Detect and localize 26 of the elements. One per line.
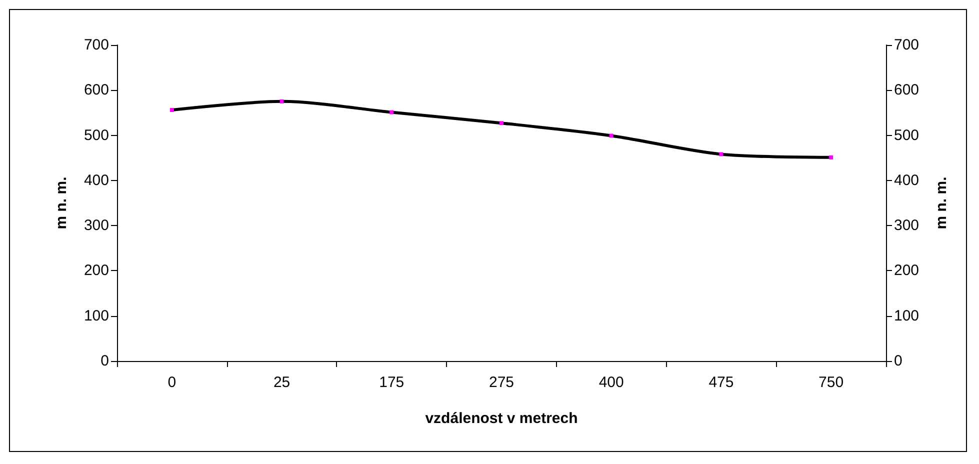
y-tick-label: 0	[100, 352, 109, 370]
y2-tick-label: 0	[894, 352, 902, 370]
y-tick-label: 300	[84, 217, 109, 234]
y-tick-label: 400	[84, 172, 109, 189]
y2-tick-label: 500	[894, 126, 920, 144]
y-tick-label: 700	[84, 36, 109, 54]
y2-tick-label: 700	[894, 36, 920, 54]
y-tick-label: 100	[84, 307, 109, 324]
y-tick-label: 200	[84, 262, 109, 280]
y2-tick-label: 600	[894, 82, 920, 99]
x-tick-label: 25	[273, 374, 290, 391]
x-axis-title: vzdálenost v metrech	[425, 410, 578, 427]
y-tick-label: 600	[84, 82, 109, 99]
y2-axis-title: m n. m.	[933, 176, 950, 230]
x-tick-label: 400	[598, 374, 624, 391]
y2-tick-label: 200	[894, 262, 920, 280]
x-tick-label: 0	[168, 374, 176, 391]
y-tick-label: 500	[84, 126, 109, 144]
y2-tick-label: 100	[894, 307, 920, 324]
x-tick-label: 475	[708, 374, 734, 391]
x-tick-label: 175	[379, 374, 404, 391]
x-tick-label: 750	[818, 374, 844, 391]
y2-tick-label: 400	[894, 172, 920, 189]
y2-tick-label: 300	[894, 217, 920, 234]
x-tick-label: 275	[488, 374, 514, 391]
y-axis-title: m n. m.	[53, 176, 70, 230]
